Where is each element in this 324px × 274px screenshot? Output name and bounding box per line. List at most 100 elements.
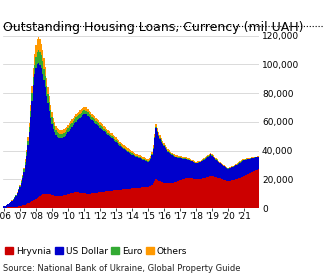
Bar <box>222 179 223 208</box>
Bar <box>62 138 63 196</box>
Bar <box>73 121 74 125</box>
Bar <box>226 181 227 208</box>
Bar <box>69 126 70 131</box>
Bar <box>153 148 154 149</box>
Bar <box>112 135 114 137</box>
Bar <box>19 186 20 187</box>
Bar <box>61 196 62 208</box>
Bar <box>54 126 55 132</box>
Bar <box>99 122 100 125</box>
Bar <box>219 178 221 208</box>
Bar <box>78 119 79 192</box>
Bar <box>219 162 221 163</box>
Bar <box>90 119 91 193</box>
Bar <box>30 202 31 208</box>
Bar <box>123 145 124 148</box>
Bar <box>83 110 85 114</box>
Bar <box>79 118 81 193</box>
Bar <box>75 114 76 118</box>
Bar <box>168 153 170 184</box>
Bar <box>216 161 218 178</box>
Bar <box>197 179 198 208</box>
Bar <box>121 145 122 147</box>
Bar <box>55 130 57 135</box>
Bar <box>58 129 59 133</box>
Bar <box>221 179 222 208</box>
Bar <box>197 163 198 179</box>
Bar <box>141 158 142 159</box>
Bar <box>38 50 39 63</box>
Bar <box>11 201 13 207</box>
Bar <box>214 177 215 208</box>
Bar <box>23 169 25 172</box>
Bar <box>250 173 251 208</box>
Bar <box>47 94 49 103</box>
Bar <box>143 160 145 187</box>
Bar <box>81 113 82 117</box>
Bar <box>234 180 235 208</box>
Bar <box>100 123 102 126</box>
Bar <box>218 178 219 208</box>
Bar <box>85 111 86 114</box>
Bar <box>211 156 213 176</box>
Bar <box>126 150 127 151</box>
Bar <box>252 157 254 158</box>
Bar <box>151 155 153 185</box>
Bar <box>198 162 199 163</box>
Bar <box>91 117 93 120</box>
Bar <box>185 159 186 178</box>
Bar <box>158 181 159 208</box>
Bar <box>22 178 23 206</box>
Bar <box>83 114 85 193</box>
Bar <box>183 179 185 208</box>
Bar <box>74 116 75 119</box>
Bar <box>189 178 190 208</box>
Bar <box>239 162 240 163</box>
Bar <box>106 131 107 134</box>
Bar <box>103 131 105 192</box>
Bar <box>249 159 250 173</box>
Bar <box>58 196 59 208</box>
Bar <box>87 116 88 193</box>
Bar <box>203 159 204 160</box>
Bar <box>191 161 192 178</box>
Bar <box>130 189 131 208</box>
Bar <box>187 158 189 159</box>
Text: Source: National Bank of Ukraine, Global Property Guide: Source: National Bank of Ukraine, Global… <box>3 264 241 273</box>
Bar <box>195 179 197 208</box>
Bar <box>183 157 185 158</box>
Bar <box>49 194 50 208</box>
Bar <box>122 147 123 148</box>
Bar <box>207 155 209 156</box>
Bar <box>94 119 95 123</box>
Bar <box>136 188 138 208</box>
Bar <box>242 177 243 208</box>
Bar <box>86 107 87 111</box>
Bar <box>119 190 121 208</box>
Bar <box>22 206 23 208</box>
Bar <box>213 176 214 208</box>
Bar <box>213 157 214 176</box>
Bar <box>109 134 110 136</box>
Bar <box>233 180 234 208</box>
Bar <box>254 171 255 208</box>
Bar <box>127 189 129 208</box>
Bar <box>177 157 178 158</box>
Bar <box>168 152 170 153</box>
Bar <box>43 80 45 194</box>
Bar <box>161 138 162 140</box>
Bar <box>19 185 20 186</box>
Bar <box>26 152 27 156</box>
Bar <box>31 201 33 208</box>
Bar <box>112 137 114 139</box>
Bar <box>211 176 213 208</box>
Bar <box>167 184 168 208</box>
Bar <box>228 167 230 168</box>
Bar <box>69 194 70 208</box>
Bar <box>37 64 38 198</box>
Bar <box>150 156 151 158</box>
Bar <box>87 109 88 112</box>
Bar <box>88 114 90 117</box>
Bar <box>62 196 63 208</box>
Bar <box>143 187 145 208</box>
